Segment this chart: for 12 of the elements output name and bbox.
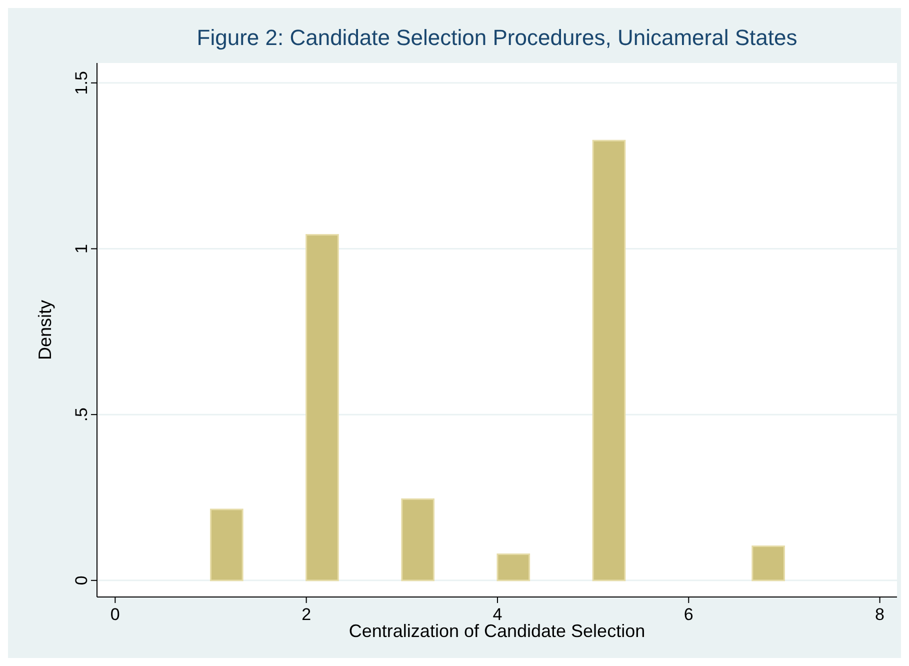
chart-title: Figure 2: Candidate Selection Procedures, Unicameral States bbox=[196, 25, 798, 50]
x-tick-label: 4 bbox=[492, 605, 502, 624]
x-tick-label: 6 bbox=[684, 605, 694, 624]
y-tick-label: .5 bbox=[72, 407, 91, 422]
x-axis-title: Centralization of Candidate Selection bbox=[348, 621, 646, 641]
x-tick-label: 2 bbox=[302, 605, 312, 624]
y-tick-label: 1 bbox=[72, 244, 91, 254]
x-tick-label: 8 bbox=[875, 605, 885, 624]
y-tick-label: 1.5 bbox=[72, 71, 91, 95]
x-tick-label: 0 bbox=[110, 605, 120, 624]
y-axis-title: Density bbox=[35, 300, 55, 360]
y-tick-label: 0 bbox=[72, 576, 91, 586]
